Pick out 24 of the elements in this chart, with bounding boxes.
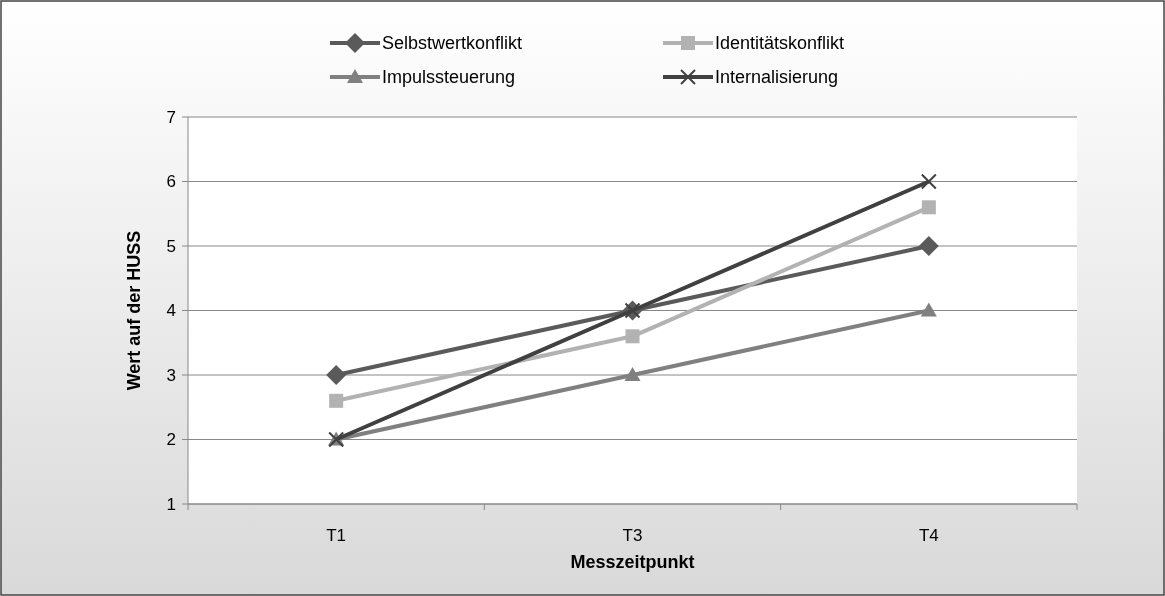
point: [921, 200, 936, 215]
legend-label: Impulssteuerung: [382, 67, 516, 88]
point: [329, 393, 344, 408]
x-axis-title: Messzeitpunkt: [570, 552, 695, 572]
point: [326, 365, 347, 385]
legend-label: Selbstwertkonflikt: [382, 33, 523, 54]
y-tick-label: 4: [166, 301, 176, 321]
y-tick-label: 3: [166, 365, 176, 385]
x-tick-label: T4: [918, 526, 939, 545]
y-axis-title: Wert auf der HUSS: [124, 230, 144, 391]
x-tick-label: T3: [622, 526, 643, 545]
legend-label: Identitätskonflikt: [715, 33, 845, 54]
point: [920, 302, 937, 317]
x-tick-label: T1: [326, 526, 347, 545]
point: [624, 367, 641, 381]
point: [920, 173, 937, 190]
y-tick-label: 2: [166, 430, 176, 450]
y-tick-label: 5: [166, 236, 176, 256]
y-tick-label: 7: [166, 107, 176, 127]
legend-label: Internalisierung: [715, 67, 839, 88]
point: [918, 236, 939, 256]
y-tick-label: 6: [166, 172, 176, 192]
point: [625, 329, 640, 344]
y-tick-label: 1: [166, 494, 176, 514]
